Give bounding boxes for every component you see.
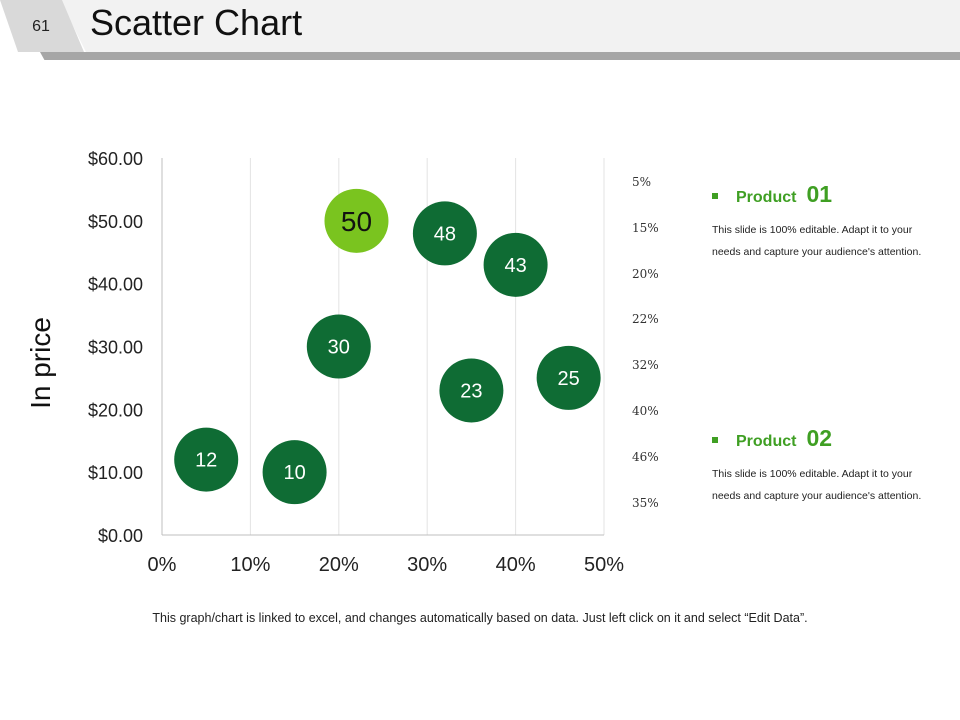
x-axis-ticks: 0% 10% 20% 30% 40% 50% <box>148 554 625 576</box>
y-tick-label: $60.00 <box>88 149 143 169</box>
legend-product-number: 02 <box>806 425 833 451</box>
x-tick-label: 20% <box>319 554 359 576</box>
data-label: 10 <box>283 462 305 484</box>
side-percent-label: 22% <box>632 312 659 327</box>
side-percent-label: 46% <box>632 449 659 464</box>
square-bullet-icon <box>712 193 718 199</box>
y-axis-ticks: $0.00 $10.00 $20.00 $30.00 $40.00 $50.00 $60.0… <box>88 149 143 546</box>
data-point <box>262 440 327 505</box>
data-point <box>412 201 477 266</box>
data-points: 12 10 30 50 48 23 43 25 <box>174 188 601 505</box>
legend-product-02: Product 02 This slide is 100% editable. … <box>712 425 932 507</box>
y-tick-label: $30.00 <box>88 338 143 358</box>
legend-product-number: 01 <box>806 181 833 207</box>
x-tick-label: 30% <box>407 554 447 576</box>
y-tick-label: $0.00 <box>98 526 143 546</box>
legend-product-name: Product <box>736 433 797 450</box>
side-percent-label: 15% <box>632 220 659 235</box>
legend-product-name: Product <box>736 189 797 206</box>
data-label: 43 <box>504 255 526 277</box>
data-label: 25 <box>558 368 580 390</box>
y-tick-label: $10.00 <box>88 463 143 483</box>
square-bullet-icon <box>712 437 718 443</box>
y-tick-label: $40.00 <box>88 275 143 295</box>
side-percent-label: 5% <box>632 175 652 189</box>
data-point <box>306 314 371 379</box>
header-title-band <box>0 0 960 52</box>
data-label: 50 <box>341 206 372 237</box>
footnote: This graph/chart is linked to excel, and… <box>152 611 808 625</box>
header-underline <box>40 52 960 60</box>
data-point <box>439 358 504 423</box>
data-point <box>174 427 239 492</box>
slide-number: 61 <box>32 18 50 35</box>
legend-description: This slide is 100% editable. Adapt it to… <box>712 224 922 258</box>
data-label: 23 <box>460 380 482 402</box>
x-tick-label: 0% <box>148 554 177 576</box>
data-point <box>324 188 389 253</box>
data-label: 12 <box>195 450 217 472</box>
side-percent-label: 32% <box>632 358 659 373</box>
y-tick-label: $50.00 <box>88 212 143 232</box>
header-number-tab <box>0 0 84 52</box>
slide-title: Scatter Chart <box>90 2 303 43</box>
header-band <box>0 0 960 60</box>
legend-product-01: Product 01 This slide is 100% editable. … <box>712 181 932 263</box>
data-label: 48 <box>434 223 456 245</box>
legend-description: This slide is 100% editable. Adapt it to… <box>712 468 922 502</box>
side-percent-label: 35% <box>632 495 659 510</box>
y-axis-title: In price <box>25 317 56 409</box>
data-point <box>536 345 601 410</box>
data-point <box>483 232 548 297</box>
x-tick-label: 10% <box>230 554 270 576</box>
data-label: 30 <box>328 337 350 359</box>
side-percent-label: 40% <box>632 404 659 418</box>
y-tick-label: $20.00 <box>88 400 143 420</box>
x-tick-label: 50% <box>584 554 624 576</box>
x-tick-label: 40% <box>496 554 536 576</box>
side-percent-label: 20% <box>632 266 659 281</box>
